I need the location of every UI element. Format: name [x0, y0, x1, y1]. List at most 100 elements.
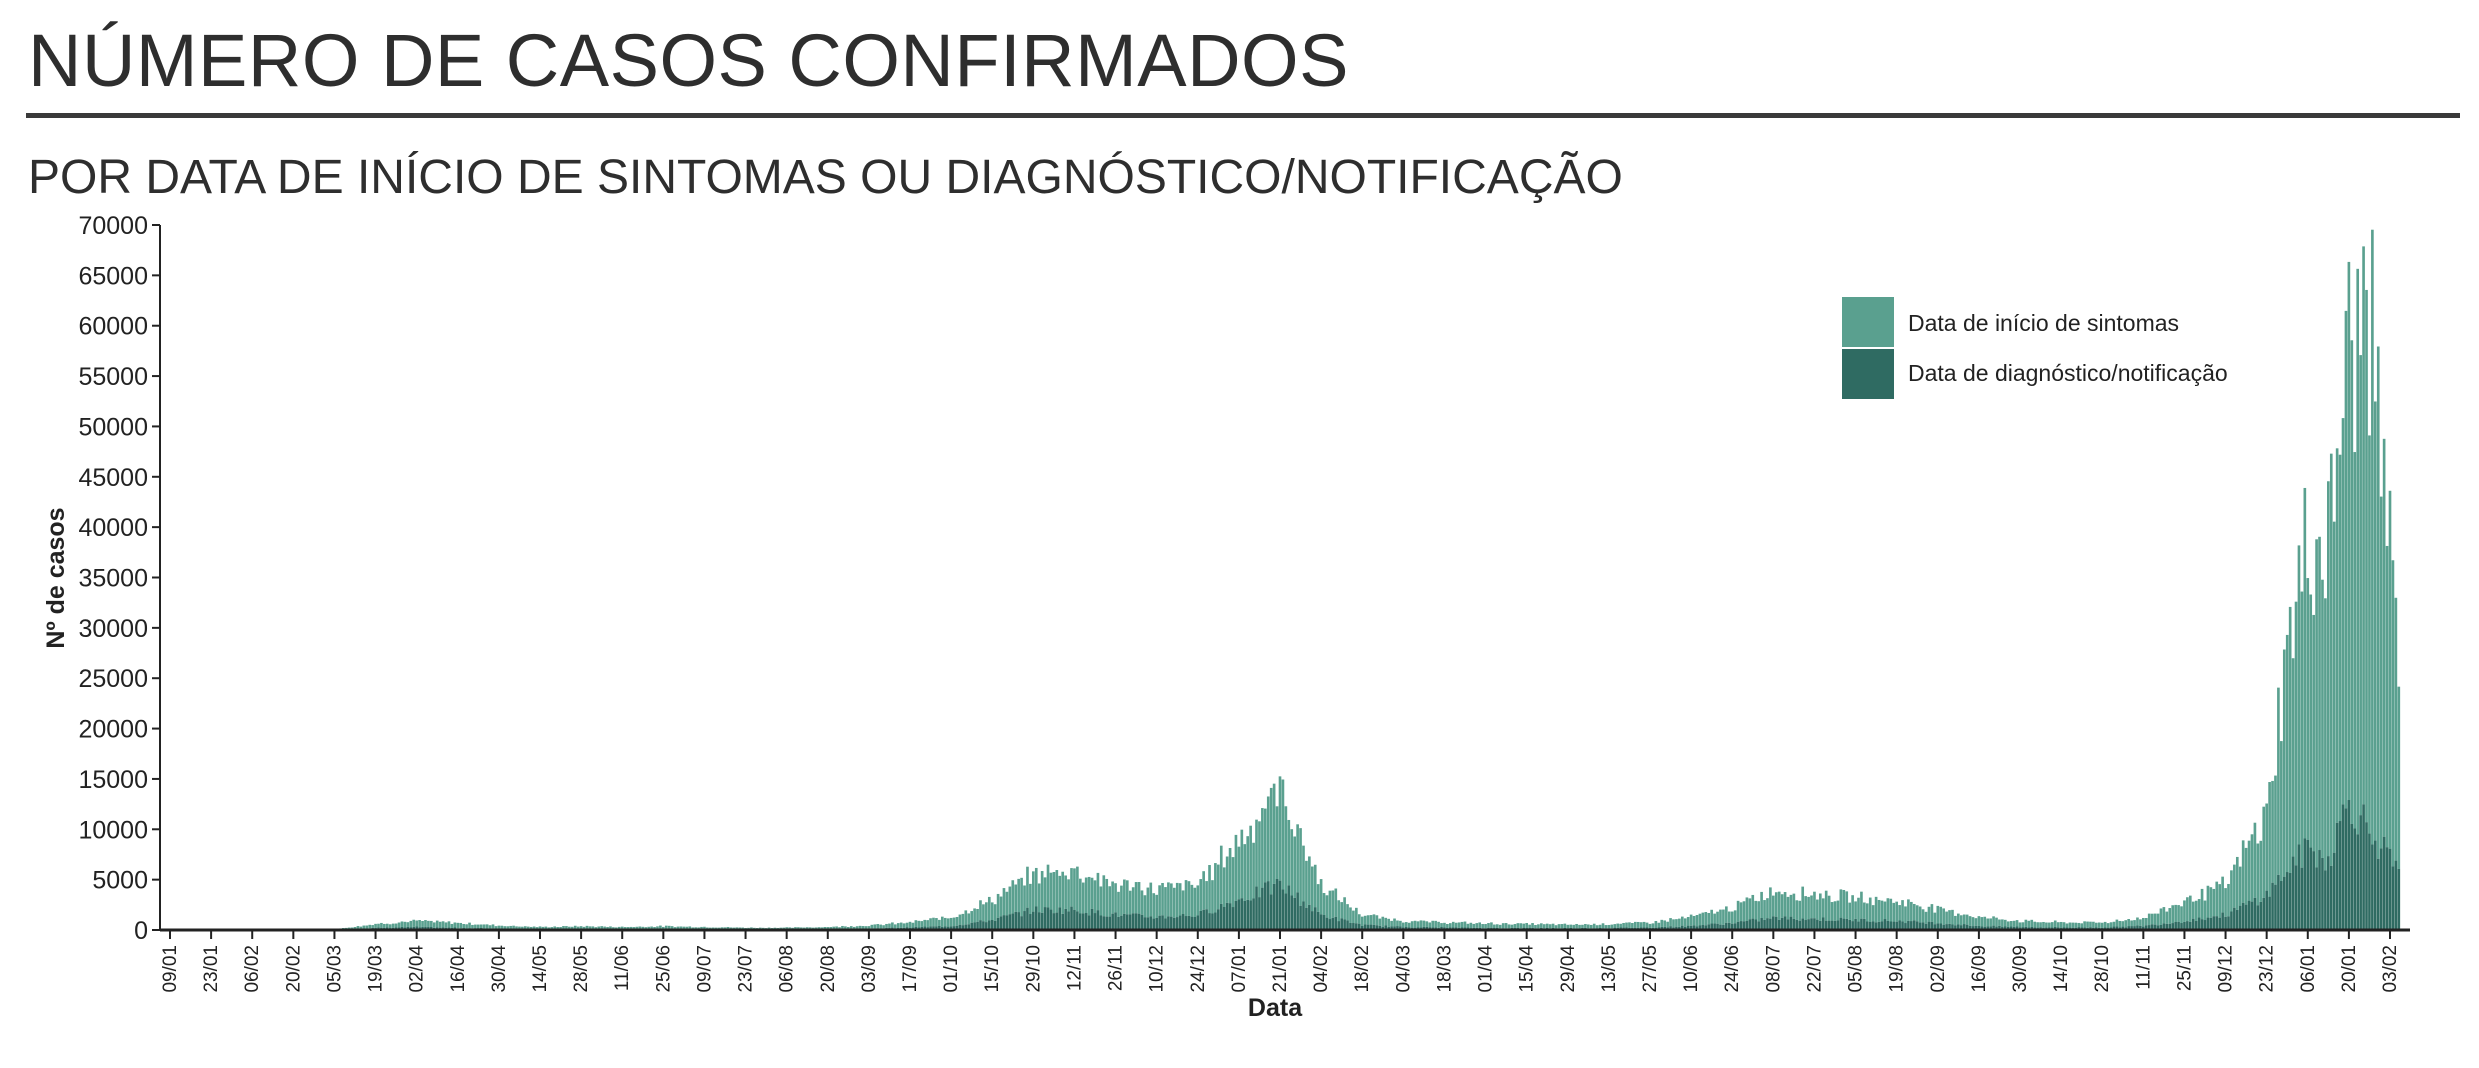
bar-sintomas: [2382, 438, 2386, 837]
bar-sintomas: [2341, 418, 2345, 805]
bar-sintomas: [2259, 840, 2263, 902]
bar-diagnostico: [1910, 921, 1913, 930]
bar-sintomas: [1078, 878, 1082, 914]
bar-sintomas: [2303, 487, 2307, 839]
bar-sintomas: [1128, 890, 1132, 915]
bar-sintomas: [1631, 923, 1634, 928]
bar-diagnostico: [1959, 925, 1963, 930]
bar-sintomas: [1090, 877, 1094, 909]
bar-diagnostico: [996, 917, 1000, 930]
bar-diagnostico: [1217, 909, 1220, 930]
bar-sintomas: [1951, 909, 1954, 925]
bar-diagnostico: [2030, 926, 2034, 930]
bar-sintomas: [1055, 870, 1059, 913]
bar-sintomas: [979, 900, 982, 921]
bar-diagnostico: [2235, 909, 2239, 930]
bar-diagnostico: [1907, 920, 1910, 930]
bar-sintomas: [938, 919, 941, 926]
bar-diagnostico: [2382, 836, 2386, 930]
bar-sintomas: [2097, 922, 2101, 928]
bar-diagnostico: [2188, 921, 2192, 930]
bar-diagnostico: [1278, 880, 1282, 930]
bar-diagnostico: [1804, 920, 1807, 930]
bar-sintomas: [2080, 923, 2083, 928]
bar-sintomas: [365, 925, 369, 929]
bar-diagnostico: [964, 924, 968, 930]
bar-diagnostico: [2186, 921, 2189, 930]
bar-sintomas: [882, 925, 885, 929]
bar-sintomas: [1343, 897, 1346, 920]
bar-sintomas: [814, 927, 818, 930]
bar-sintomas: [2200, 888, 2204, 920]
bar-diagnostico: [1037, 912, 1041, 930]
bar-sintomas: [650, 926, 653, 930]
bar-diagnostico: [1029, 914, 1032, 930]
bar-sintomas: [1475, 923, 1479, 928]
legend: Data de início de sintomas Data de diagn…: [1842, 297, 2228, 399]
bar-diagnostico: [1222, 906, 1226, 930]
bar-sintomas: [1983, 916, 1987, 927]
bar-diagnostico: [1810, 918, 1813, 930]
bar-sintomas: [2162, 907, 2166, 924]
bar-sintomas: [1689, 914, 1693, 926]
bar-diagnostico: [1340, 918, 1343, 930]
bar-sintomas: [1948, 910, 1951, 924]
bar-diagnostico: [1249, 900, 1252, 930]
bar-sintomas: [1434, 920, 1437, 928]
bar-sintomas: [1566, 924, 1570, 929]
bar-sintomas: [1002, 888, 1006, 916]
bar-diagnostico: [1733, 923, 1737, 930]
bar-sintomas: [424, 920, 427, 927]
bar-diagnostico: [1927, 921, 1931, 930]
bar-sintomas: [1249, 825, 1252, 901]
bar-sintomas: [1352, 910, 1355, 924]
bar-sintomas: [656, 926, 659, 929]
bar-sintomas: [1243, 844, 1247, 901]
bar-sintomas: [482, 924, 486, 929]
bar-sintomas: [1305, 860, 1308, 908]
bar-diagnostico: [1680, 925, 1684, 930]
bar-sintomas: [2277, 687, 2280, 875]
bar-sintomas: [817, 927, 821, 930]
x-tick-label: 08/07: [1763, 945, 1784, 993]
bar-sintomas: [427, 920, 430, 927]
bar-sintomas: [2271, 780, 2274, 883]
bar-sintomas: [1804, 896, 1807, 921]
bar-sintomas: [1064, 875, 1067, 909]
bar-sintomas: [1704, 912, 1708, 926]
bar-diagnostico: [2315, 867, 2318, 930]
bar-sintomas: [2150, 913, 2154, 925]
bar-diagnostico: [1120, 915, 1123, 930]
bar-sintomas: [2139, 919, 2142, 926]
bar-sintomas: [1393, 918, 1396, 927]
bar-sintomas: [2241, 840, 2245, 903]
bar-sintomas: [1184, 880, 1188, 917]
bar-sintomas: [855, 926, 859, 929]
bar-sintomas: [2365, 289, 2368, 823]
bar-diagnostico: [2180, 923, 2183, 930]
bar-sintomas: [867, 926, 871, 929]
bar-sintomas: [2174, 904, 2177, 923]
bar-diagnostico: [970, 922, 973, 930]
bar-sintomas: [800, 927, 803, 930]
x-tick-label: 02/09: [1928, 945, 1949, 993]
bar-diagnostico: [1214, 912, 1217, 930]
bar-sintomas: [521, 926, 524, 929]
bar-diagnostico: [1754, 919, 1758, 930]
bar-sintomas: [1845, 891, 1849, 919]
bar-sintomas: [714, 927, 718, 930]
bar-sintomas: [568, 926, 571, 929]
bar-sintomas: [2359, 355, 2362, 816]
bar-diagnostico: [1710, 923, 1713, 930]
bar-sintomas: [1093, 880, 1097, 914]
bar-sintomas: [1355, 907, 1358, 924]
x-tick-label: 14/10: [2051, 945, 2072, 993]
bar-sintomas: [1654, 920, 1658, 928]
bar-sintomas: [462, 924, 465, 929]
bar-sintomas: [1261, 808, 1264, 888]
bar-diagnostico: [1766, 918, 1769, 930]
bar-sintomas: [1792, 893, 1796, 919]
bar-sintomas: [506, 926, 510, 929]
bar-sintomas: [858, 925, 862, 929]
